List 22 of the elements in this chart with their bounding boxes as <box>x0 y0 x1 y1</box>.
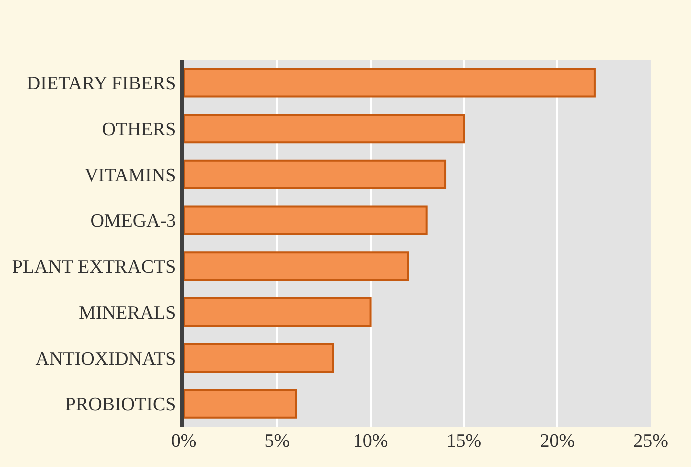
x-tick-label: 25% <box>634 431 669 452</box>
y-tick-label: OTHERS <box>102 119 176 140</box>
bar <box>184 298 372 328</box>
x-tick-label: 10% <box>353 431 388 452</box>
bar <box>184 114 466 144</box>
bar <box>184 252 410 282</box>
bar <box>184 206 428 236</box>
bar <box>184 343 334 373</box>
y-tick-label: OMEGA-3 <box>90 211 176 232</box>
y-tick-label: ANTIOXIDNATS <box>36 348 176 370</box>
bar <box>184 389 298 419</box>
x-tick-label: 15% <box>446 431 482 452</box>
y-tick-label: PLANT EXTRACTS <box>12 257 176 278</box>
y-tick-label: PROBIOTICS <box>65 394 176 416</box>
y-tick-label: MINERALS <box>79 302 176 324</box>
x-tick-label: 5% <box>264 431 290 452</box>
bar <box>184 68 596 98</box>
bar <box>184 160 447 190</box>
x-tick-label: 0% <box>171 431 197 452</box>
x-tick-label: 20% <box>540 431 576 452</box>
y-tick-label: VITAMINS <box>84 165 176 186</box>
y-tick-label: DIETARY FIBERS <box>26 74 176 95</box>
